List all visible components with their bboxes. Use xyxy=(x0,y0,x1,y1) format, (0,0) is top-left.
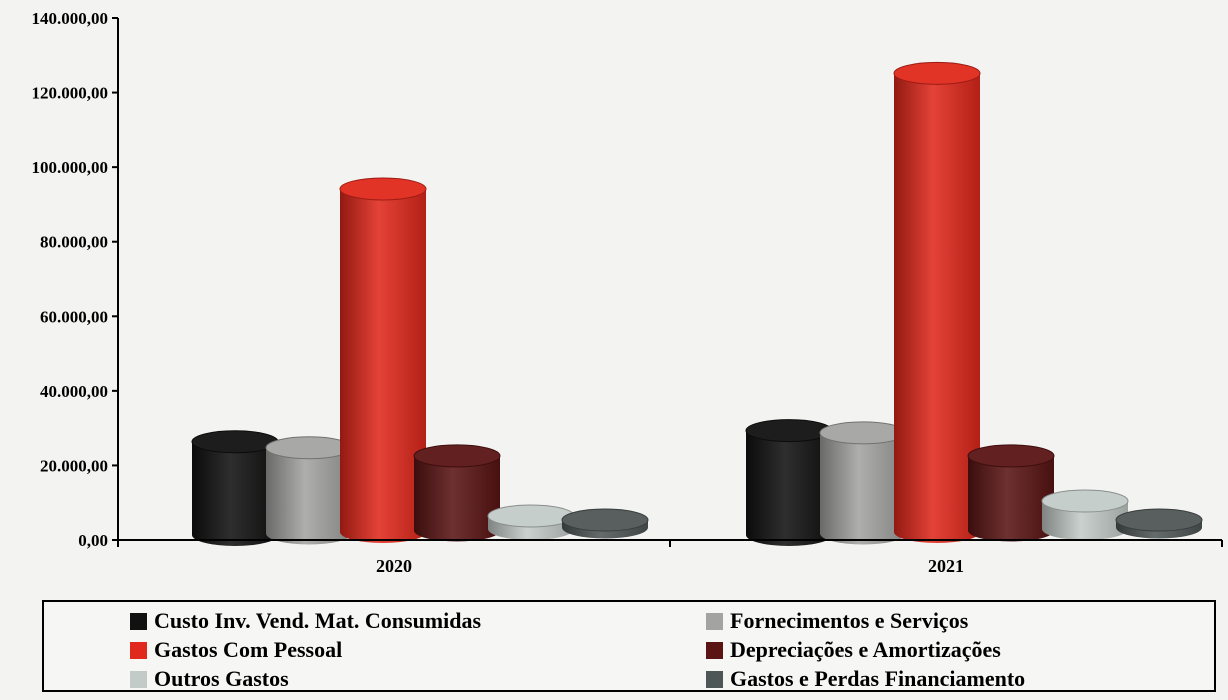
bars-layer xyxy=(191,61,1203,546)
legend: Custo Inv. Vend. Mat. Consumidas Gastos … xyxy=(42,600,1216,692)
legend-item: Fornecimentos e Serviços xyxy=(706,608,968,634)
bar xyxy=(819,421,907,545)
bar xyxy=(967,444,1055,542)
legend-item: Gastos e Perdas Financiamento xyxy=(706,666,1025,692)
legend-swatch xyxy=(706,670,723,688)
legend-label: Outros Gastos xyxy=(154,666,289,691)
y-tick-label: 140.000,00 xyxy=(32,9,109,28)
legend-label: Gastos e Perdas Financiamento xyxy=(730,666,1026,691)
bar xyxy=(745,419,833,546)
legend-item: Gastos Com Pessoal xyxy=(130,637,342,663)
bar xyxy=(1115,508,1203,539)
legend-swatch xyxy=(130,670,147,688)
y-tick-label: 100.000,00 xyxy=(32,158,109,177)
legend-item: Outros Gastos xyxy=(130,666,289,692)
legend-swatch xyxy=(130,641,147,659)
legend-swatch xyxy=(706,641,723,659)
y-tick-label: 120.000,00 xyxy=(32,84,109,103)
legend-label: Depreciações e Amortizações xyxy=(730,637,1001,662)
legend-swatch xyxy=(706,612,723,630)
bar-chart: 0,00 20.000,00 40.000,00 60.000,00 80.000,00… xyxy=(32,9,1223,576)
axes-layer: 0,00 20.000,00 40.000,00 60.000,00 80.000,00… xyxy=(32,9,1223,576)
x-tick-label: 2020 xyxy=(376,556,412,576)
y-tick-label: 80.000,00 xyxy=(40,233,108,252)
legend-item: Depreciações e Amortizações xyxy=(706,637,1001,663)
bar xyxy=(893,61,981,543)
x-tick-label: 2021 xyxy=(928,556,964,576)
legend-label: Fornecimentos e Serviços xyxy=(730,608,969,633)
bar xyxy=(413,444,501,542)
bar xyxy=(561,508,649,539)
bar xyxy=(487,504,575,540)
bar xyxy=(265,436,353,545)
y-tick-label: 20.000,00 xyxy=(40,456,108,475)
y-tick-label: 0,00 xyxy=(78,531,108,550)
y-tick-label: 60.000,00 xyxy=(40,307,108,326)
legend-label: Gastos Com Pessoal xyxy=(154,637,343,662)
bar xyxy=(191,430,279,546)
legend-label: Custo Inv. Vend. Mat. Consumidas xyxy=(154,608,482,633)
y-tick-label: 40.000,00 xyxy=(40,382,108,401)
bar xyxy=(1041,489,1129,540)
bar xyxy=(339,177,427,543)
legend-swatch xyxy=(130,612,147,630)
legend-item: Custo Inv. Vend. Mat. Consumidas xyxy=(130,608,481,634)
